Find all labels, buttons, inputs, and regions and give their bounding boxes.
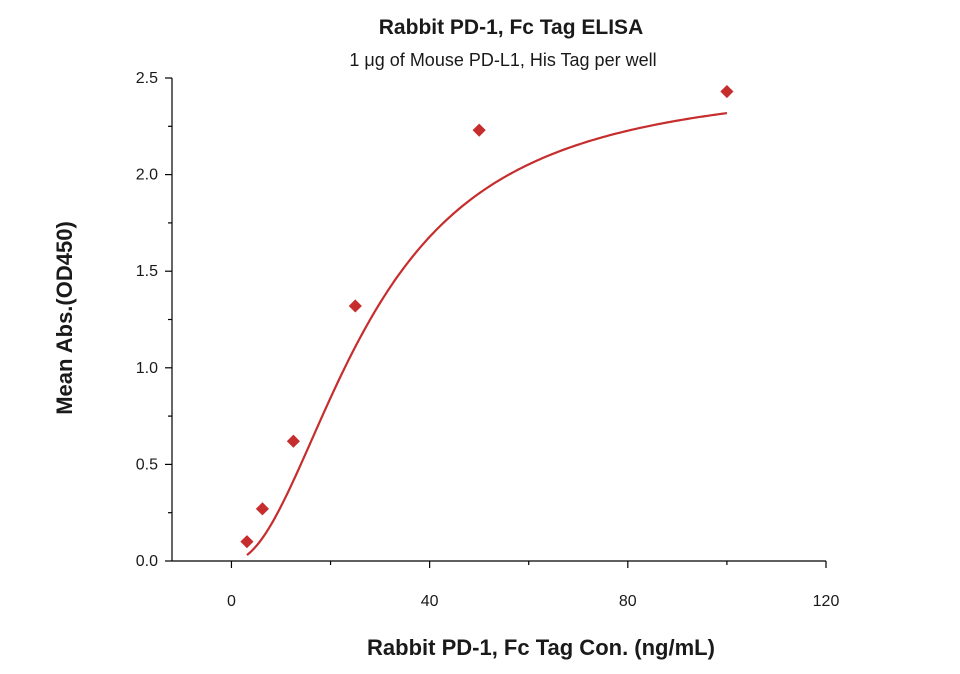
x-tick-label: 40 [421,593,439,610]
data-point [472,123,486,137]
y-tick-label: 2.5 [136,70,158,87]
ticks: 0.0 0.5 1.0 1.5 2.0 2.5 0 40 80 120 [136,70,840,610]
data-points [240,84,734,549]
y-tick-label: 0.0 [136,553,158,570]
x-axis-label: Rabbit PD-1, Fc Tag Con. (ng/mL) [367,635,715,660]
x-tick-label: 80 [619,593,637,610]
axes [171,78,826,562]
data-point [240,535,254,549]
chart-title: Rabbit PD-1, Fc Tag ELISA [379,16,643,39]
y-tick-label: 1.5 [136,263,158,280]
y-tick-label: 1.0 [136,360,158,377]
data-point [720,84,734,99]
x-tick-label: 0 [227,593,236,610]
data-point [255,502,269,516]
y-tick-label: 0.5 [136,456,158,473]
x-tick-label: 120 [813,593,840,610]
chart-subtitle: 1 μg of Mouse PD-L1, His Tag per well [349,50,656,70]
data-point [348,299,362,313]
y-tick-label: 2.0 [136,167,158,184]
y-axis-label: Mean Abs.(OD450) [52,221,77,415]
data-point [286,434,300,448]
fit-curve [246,112,728,556]
fit-curve-group [246,112,728,556]
